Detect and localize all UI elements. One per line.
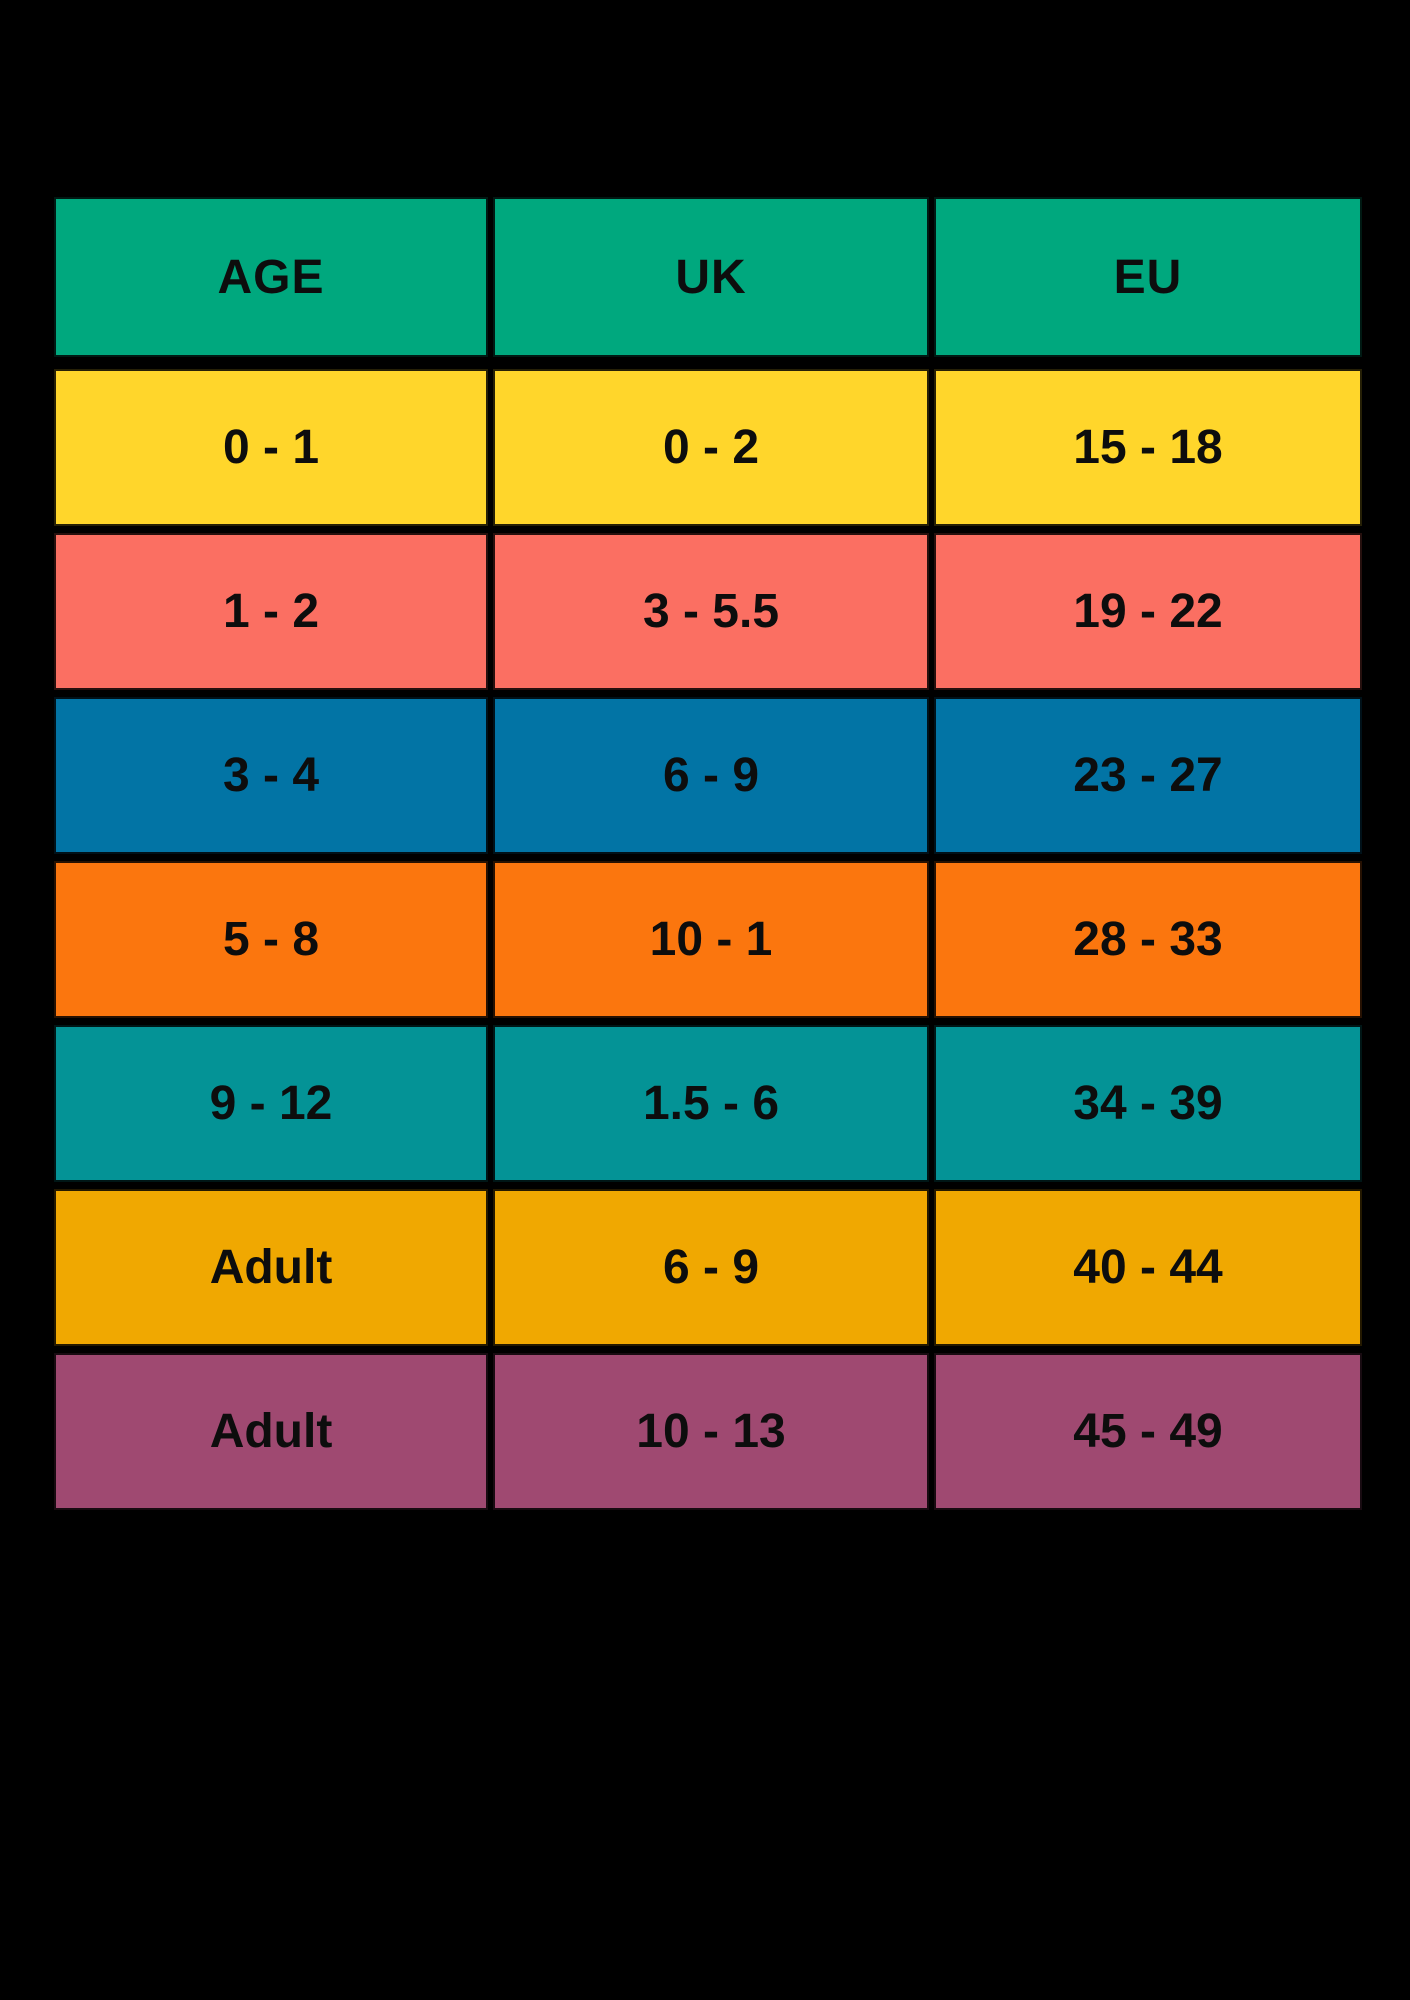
column-header-uk: UK xyxy=(493,197,929,357)
table-cell: 0 - 1 xyxy=(54,369,488,526)
table-cell: 23 - 27 xyxy=(934,697,1362,854)
header-divider xyxy=(54,357,1362,369)
table-cell: 6 - 9 xyxy=(493,697,929,854)
table-cell: Adult xyxy=(54,1353,488,1510)
table-cell: 15 - 18 xyxy=(934,369,1362,526)
table-cell: 45 - 49 xyxy=(934,1353,1362,1510)
table-cell: 10 - 13 xyxy=(493,1353,929,1510)
table-cell: 34 - 39 xyxy=(934,1025,1362,1182)
table-cell: 40 - 44 xyxy=(934,1189,1362,1346)
column-header-eu: EU xyxy=(934,197,1362,357)
table-cell: 5 - 8 xyxy=(54,861,488,1018)
table-cell: 3 - 5.5 xyxy=(493,533,929,690)
size-chart-header: AGE UK EU xyxy=(54,197,1362,357)
table-cell: 19 - 22 xyxy=(934,533,1362,690)
table-cell: 0 - 2 xyxy=(493,369,929,526)
column-header-age: AGE xyxy=(54,197,488,357)
table-cell: 28 - 33 xyxy=(934,861,1362,1018)
table-cell: 1.5 - 6 xyxy=(493,1025,929,1182)
table-cell: 9 - 12 xyxy=(54,1025,488,1182)
table-cell: 10 - 1 xyxy=(493,861,929,1018)
table-cell: Adult xyxy=(54,1189,488,1346)
table-cell: 3 - 4 xyxy=(54,697,488,854)
table-cell: 6 - 9 xyxy=(493,1189,929,1346)
table-cell: 1 - 2 xyxy=(54,533,488,690)
